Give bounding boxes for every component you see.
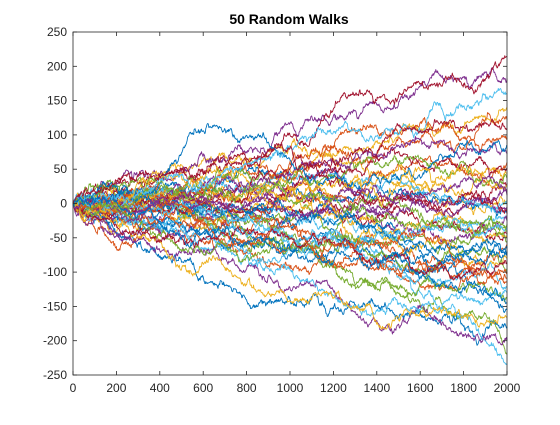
random-walk-series-47 xyxy=(72,203,508,346)
random-walk-series-16 xyxy=(72,174,508,223)
y-tick-label: -250 xyxy=(43,368,67,382)
y-tick-label: -150 xyxy=(43,299,67,313)
random-walk-series-26 xyxy=(72,188,508,254)
random-walk-series-48 xyxy=(72,203,508,346)
axes-layer: 0 200 400 600 800 1000 1200 1400 1600 1800 2000-25… xyxy=(43,25,521,395)
random-walk-series-4 xyxy=(72,107,508,209)
random-walk-series-38 xyxy=(72,193,508,286)
random-walk-series-2 xyxy=(72,66,508,216)
x-tick-label: 1600 xyxy=(407,381,434,395)
random-walk-series-8 xyxy=(72,123,508,208)
x-tick-label: 2000 xyxy=(494,381,521,395)
x-tick-label: 1000 xyxy=(277,381,304,395)
random-walk-series-42 xyxy=(72,202,508,317)
y-tick-label: 50 xyxy=(54,162,68,176)
random-walk-series-36 xyxy=(72,202,508,281)
y-tick-label: -100 xyxy=(43,265,67,279)
x-tick-label: 400 xyxy=(150,381,170,395)
y-tick-label: -50 xyxy=(50,231,68,245)
series-layer xyxy=(72,55,508,365)
random-walk-series-22 xyxy=(72,154,508,218)
y-tick-label: 250 xyxy=(47,25,67,39)
random-walk-series-14 xyxy=(72,178,508,216)
random-walk-series-15 xyxy=(72,165,508,220)
random-walk-series-46 xyxy=(72,201,508,330)
random-walk-series-44 xyxy=(72,193,508,305)
x-tick-label: 0 xyxy=(70,381,77,395)
x-tick-label: 800 xyxy=(237,381,257,395)
random-walk-series-32 xyxy=(72,181,508,273)
x-tick-label: 1400 xyxy=(363,381,390,395)
x-tick-label: 200 xyxy=(106,381,126,395)
x-tick-label: 1200 xyxy=(320,381,347,395)
x-tick-label: 600 xyxy=(193,381,213,395)
random-walk-series-23 xyxy=(72,199,508,246)
y-tick-label: 0 xyxy=(60,197,67,211)
chart-title: 50 Random Walks xyxy=(229,11,349,27)
y-tick-label: 150 xyxy=(47,94,67,108)
random-walk-series-29 xyxy=(72,176,508,244)
y-tick-label: 100 xyxy=(47,128,67,142)
y-tick-label: -200 xyxy=(43,334,67,348)
random-walk-series-33 xyxy=(72,187,508,266)
y-tick-label: 200 xyxy=(47,59,67,73)
x-tick-label: 1800 xyxy=(450,381,477,395)
random-walk-series-6 xyxy=(72,118,508,204)
random-walk-series-10 xyxy=(72,155,508,230)
